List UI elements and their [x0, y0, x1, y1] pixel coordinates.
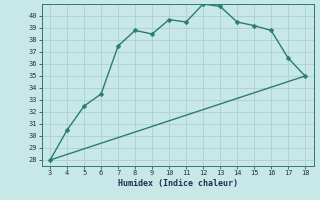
X-axis label: Humidex (Indice chaleur): Humidex (Indice chaleur) — [118, 179, 237, 188]
